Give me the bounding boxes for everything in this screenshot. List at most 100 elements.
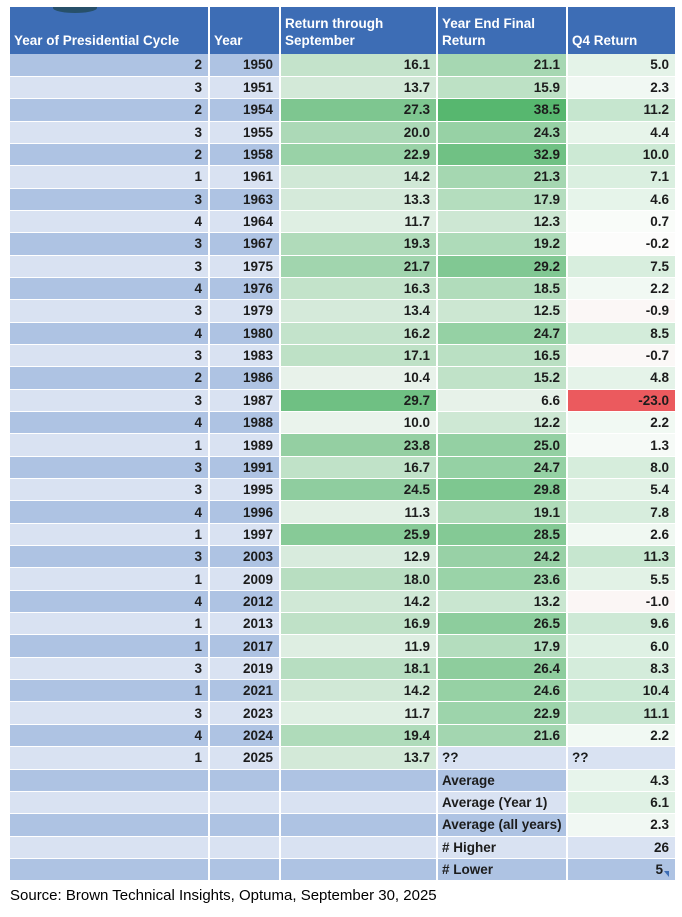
sept-return-cell: 21.7 [280,255,438,278]
sept-return-cell: 11.7 [280,210,438,234]
q4-return-cell: 4.4 [567,121,677,144]
empty-cell [209,836,281,859]
cycle-cell: 3 [10,76,210,100]
sept-return-cell: 16.2 [280,322,438,345]
year-cell: 1975 [209,255,281,278]
year-cell: 1983 [209,344,281,368]
sept-return-cell: 29.7 [280,389,438,413]
cycle-cell: 3 [10,255,210,278]
summary-label: # Higher [437,836,568,859]
year-cell: 2012 [209,590,281,614]
table-row: 2 1986 10.4 15.2 4.8 [10,366,677,390]
q4-return-cell: 5.4 [567,478,677,502]
cycle-cell: 1 [10,523,210,547]
q4-return-cell: 4.6 [567,188,677,211]
table-row: 1 2009 18.0 23.6 5.5 [10,567,677,591]
q4-return-cell: 10.4 [567,679,677,703]
sept-return-cell: 27.3 [280,98,438,122]
cycle-cell: 3 [10,478,210,502]
year-cell: 1997 [209,523,281,547]
cycle-cell: 1 [10,679,210,703]
table-row: 4 1964 11.7 12.3 0.7 [10,210,677,234]
year-cell: 1951 [209,76,281,100]
empty-cell [10,858,210,882]
q4-return-cell: 5.0 [567,54,677,77]
q4-return-cell: -0.7 [567,344,677,368]
cycle-cell: 3 [10,232,210,256]
summary-label: Average (all years) [437,813,568,837]
table-row: 3 1983 17.1 16.5 -0.7 [10,344,677,368]
q4-return-cell: 8.0 [567,456,677,480]
table-row: 4 1988 10.0 12.2 2.2 [10,411,677,435]
final-return-cell: 26.5 [437,612,568,636]
sept-return-cell: 11.3 [280,500,438,524]
final-return-cell: 17.9 [437,188,568,211]
sept-return-cell: 16.1 [280,54,438,77]
year-cell: 2023 [209,701,281,725]
final-return-cell: 15.9 [437,76,568,100]
sept-return-cell: 14.2 [280,679,438,703]
summary-label: # Lower [437,858,568,882]
table-row: 1 2025 13.7???? [10,746,677,770]
year-cell: 2009 [209,567,281,591]
q4-return-cell: 7.5 [567,255,677,278]
column-header-year-end-final-return: Year End Final Return [437,7,568,54]
table-row: 2 1958 22.9 32.9 10.0 [10,143,677,167]
column-header-year: Year [209,7,281,54]
table-row: 3 1967 19.3 19.2 -0.2 [10,232,677,256]
q4-return-cell: 8.3 [567,657,677,681]
final-return-cell: 32.9 [437,143,568,167]
year-cell: 2024 [209,724,281,748]
cycle-cell: 4 [10,411,210,435]
empty-cell [10,813,210,837]
year-cell: 1958 [209,143,281,167]
q4-return-cell: 4.8 [567,366,677,390]
final-return-cell: 28.5 [437,523,568,547]
year-cell: 1976 [209,277,281,301]
final-return-cell: 6.6 [437,389,568,413]
sept-return-cell: 11.7 [280,701,438,725]
sept-return-cell: 16.7 [280,456,438,480]
table-row: 3 1991 16.7 24.7 8.0 [10,456,677,480]
table-row: 1 2017 11.9 17.9 6.0 [10,634,677,658]
table-row: 1 1997 25.9 28.5 2.6 [10,523,677,547]
summary-label: Average [437,769,568,792]
empty-cell [10,836,210,859]
table-row: 4 1976 16.3 18.5 2.2 [10,277,677,301]
table-body: 2 1950 16.1 21.1 5.0 3 1951 13.7 15.9 2.3 2 1954 27.… [10,54,677,882]
q4-return-cell: 6.0 [567,634,677,658]
year-cell: 1995 [209,478,281,502]
empty-cell [280,791,438,815]
cycle-cell: 2 [10,98,210,122]
final-return-cell: 16.5 [437,344,568,368]
cycle-cell: 2 [10,143,210,167]
year-cell: 1961 [209,165,281,189]
cycle-cell: 4 [10,500,210,524]
empty-cell [209,858,281,882]
cycle-cell: 2 [10,54,210,77]
final-return-cell: 17.9 [437,634,568,658]
summary-row: Average 4.3 [10,769,677,792]
source-note: Source: Brown Technical Insights, Optuma… [10,887,437,905]
table-row: 1 2013 16.9 26.5 9.6 [10,612,677,636]
final-return-cell: 23.6 [437,567,568,591]
q4-return-cell: 7.8 [567,500,677,524]
final-return-cell: 13.2 [437,590,568,614]
q4-return-cell: -0.9 [567,299,677,323]
table-row: 4 2024 19.4 21.6 2.2 [10,724,677,748]
summary-value: 4.3 [567,769,677,792]
sept-return-cell: 16.3 [280,277,438,301]
column-header-presidential-cycle: Year of Presidential Cycle [10,7,210,54]
sept-return-cell: 13.4 [280,299,438,323]
sept-return-cell: 13.7 [280,746,438,770]
sept-return-cell: 11.9 [280,634,438,658]
final-return-cell: 26.4 [437,657,568,681]
table-row: 1 2021 14.2 24.6 10.4 [10,679,677,703]
year-cell: 1964 [209,210,281,234]
cycle-cell: 4 [10,322,210,345]
q4-return-cell: 7.1 [567,165,677,189]
table-row: 3 1979 13.4 12.5 -0.9 [10,299,677,323]
year-cell: 1991 [209,456,281,480]
q4-return-cell: 2.2 [567,277,677,301]
table-row: 3 1995 24.5 29.8 5.4 [10,478,677,502]
